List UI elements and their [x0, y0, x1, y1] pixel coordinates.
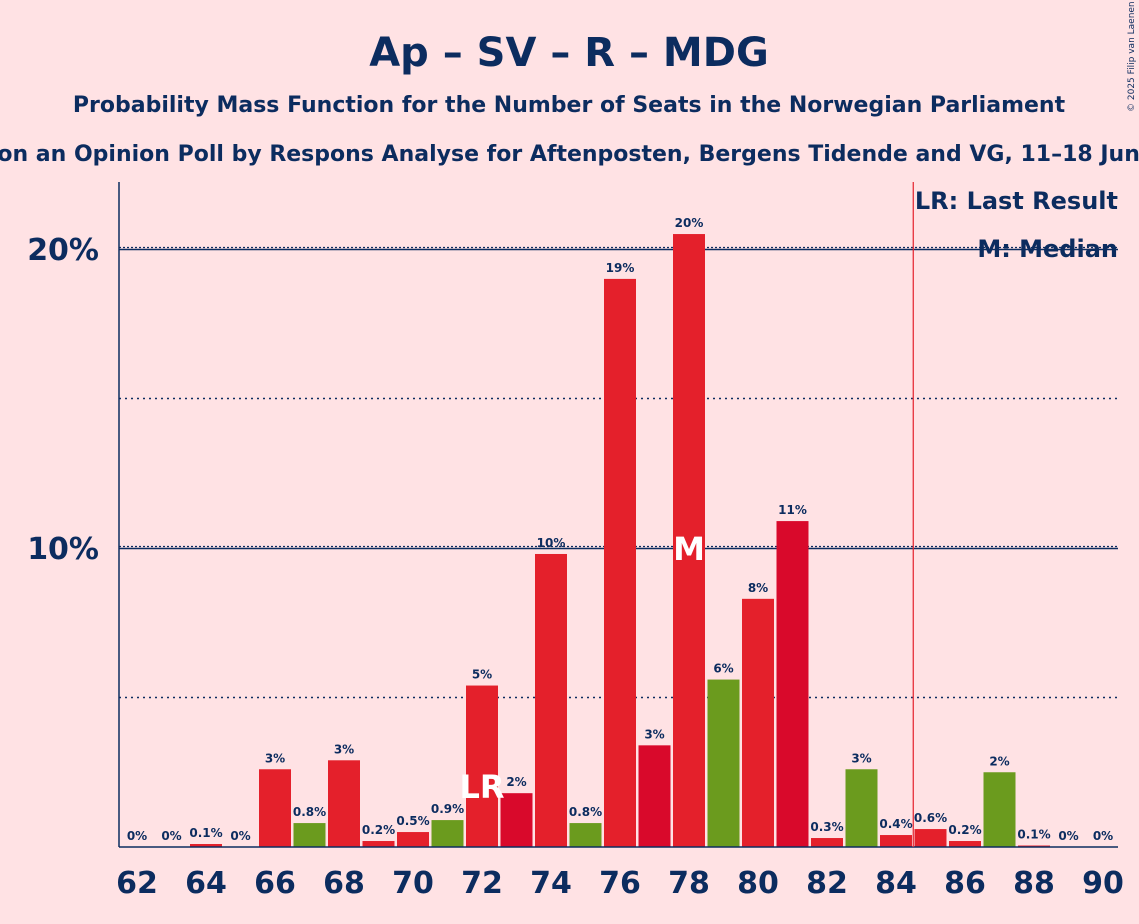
x-tick-66: 66 — [254, 866, 296, 901]
bar-seat-72 — [466, 685, 498, 847]
data-label-seat-70: 0.5% — [396, 814, 429, 828]
data-label-seat-64: 0.1% — [189, 826, 222, 840]
x-tick-78: 78 — [668, 866, 710, 901]
bar-seat-68 — [328, 760, 360, 847]
bar-seat-67 — [293, 823, 326, 847]
bar-seat-85 — [914, 829, 947, 847]
data-label-seat-69: 0.2% — [362, 823, 395, 837]
data-label-seat-87: 2% — [989, 754, 1009, 768]
bar-seat-76 — [604, 278, 636, 847]
bar-seat-75 — [569, 823, 602, 847]
bar-seat-78 — [673, 234, 705, 848]
data-label-seat-89: 0% — [1058, 829, 1078, 843]
data-label-seat-77: 3% — [644, 727, 664, 741]
bar-seat-80 — [742, 598, 774, 847]
chart-source: Based on an Opinion Poll by Respons Anal… — [0, 142, 1139, 167]
data-label-seat-84: 0.4% — [879, 817, 912, 831]
bar-seat-77 — [638, 745, 671, 847]
x-tick-80: 80 — [737, 866, 779, 901]
x-tick-labels: 62 64 66 68 70 72 74 76 78 80 82 84 86 88 90 — [116, 866, 1124, 901]
data-label-seat-68: 3% — [334, 742, 354, 756]
data-label-seat-90: 0% — [1093, 829, 1113, 843]
last-result-marker: LR — [459, 768, 504, 806]
legend-median: M: Median — [977, 235, 1118, 263]
data-labels: 0% 0% 0.1% 0%3%0.8%3%0.2%0.5%0.9%5%2%10%0.8… — [127, 216, 1113, 843]
copyright-notice: © 2025 Filip van Laenen — [1127, 1, 1137, 112]
bar-seat-84 — [880, 835, 912, 847]
bar-seat-82 — [811, 838, 843, 847]
x-tick-68: 68 — [323, 866, 365, 901]
bar-seat-79 — [707, 679, 740, 847]
bar-seat-86 — [949, 841, 981, 847]
bar-seat-69 — [362, 841, 395, 847]
data-label-seat-65: 0% — [230, 829, 250, 843]
bar-seat-71 — [431, 820, 464, 847]
x-tick-84: 84 — [875, 866, 917, 901]
data-label-seat-71: 0.9% — [431, 802, 464, 816]
chart-title: Ap – SV – R – MDG — [369, 30, 769, 76]
data-label-seat-81: 11% — [778, 503, 807, 517]
data-label-seat-88: 0.1% — [1017, 828, 1050, 842]
axes — [118, 182, 1118, 848]
bar-seat-81 — [776, 521, 809, 847]
data-label-seat-74: 10% — [537, 536, 566, 550]
data-label-seat-80: 8% — [748, 581, 768, 595]
data-label-seat-82: 0.3% — [810, 820, 843, 834]
y-tick-10: 10% — [27, 532, 99, 567]
x-tick-62: 62 — [116, 866, 158, 901]
data-label-seat-78: 20% — [675, 216, 704, 230]
x-tick-90: 90 — [1082, 866, 1124, 901]
chart-subtitle: Probability Mass Function for the Number… — [73, 93, 1066, 118]
data-label-seat-76: 19% — [606, 261, 635, 275]
bars — [190, 234, 1050, 848]
x-tick-88: 88 — [1013, 866, 1055, 901]
data-label-seat-72: 5% — [472, 668, 492, 682]
bar-seat-64 — [190, 844, 222, 847]
bar-seat-73 — [500, 793, 533, 847]
data-label-seat-75: 0.8% — [569, 805, 602, 819]
y-tick-20: 20% — [27, 233, 99, 268]
data-label-seat-66: 3% — [265, 751, 285, 765]
x-tick-86: 86 — [944, 866, 986, 901]
data-label-seat-86: 0.2% — [948, 823, 981, 837]
bar-seat-83 — [845, 769, 878, 847]
x-tick-70: 70 — [392, 866, 434, 901]
bar-seat-70 — [397, 832, 429, 847]
data-label-seat-83: 3% — [851, 751, 871, 765]
data-label-seat-62: 0% — [127, 829, 147, 843]
x-tick-76: 76 — [599, 866, 641, 901]
x-tick-72: 72 — [461, 866, 503, 901]
data-label-seat-63: 0% — [161, 829, 181, 843]
y-tick-labels: 10% 20% — [27, 233, 99, 567]
legend-last-result: LR: Last Result — [915, 187, 1118, 215]
data-label-seat-79: 6% — [713, 662, 733, 676]
median-marker: M — [673, 530, 705, 568]
markers: LR M — [459, 530, 704, 806]
data-label-seat-67: 0.8% — [293, 805, 326, 819]
data-label-seat-85: 0.6% — [914, 811, 947, 825]
x-tick-82: 82 — [806, 866, 848, 901]
bar-seat-74 — [535, 553, 567, 847]
bar-seat-87 — [983, 772, 1016, 847]
x-tick-74: 74 — [530, 866, 572, 901]
data-label-seat-73: 2% — [506, 775, 526, 789]
bar-seat-66 — [259, 769, 291, 847]
x-tick-64: 64 — [185, 866, 227, 901]
